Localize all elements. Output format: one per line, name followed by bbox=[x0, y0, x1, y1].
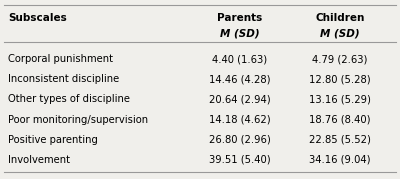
Text: Involvement: Involvement bbox=[8, 155, 70, 165]
Text: Positive parenting: Positive parenting bbox=[8, 135, 98, 145]
Text: 22.85 (5.52): 22.85 (5.52) bbox=[309, 135, 371, 145]
Text: Other types of discipline: Other types of discipline bbox=[8, 94, 130, 104]
Text: Subscales: Subscales bbox=[8, 13, 67, 23]
Text: 20.64 (2.94): 20.64 (2.94) bbox=[209, 94, 271, 104]
Text: 18.76 (8.40): 18.76 (8.40) bbox=[309, 115, 371, 125]
Text: 13.16 (5.29): 13.16 (5.29) bbox=[309, 94, 371, 104]
Text: M (SD): M (SD) bbox=[320, 28, 360, 38]
Text: 14.46 (4.28): 14.46 (4.28) bbox=[209, 74, 271, 84]
Text: Children: Children bbox=[315, 13, 365, 23]
Text: 26.80 (2.96): 26.80 (2.96) bbox=[209, 135, 271, 145]
Text: 34.16 (9.04): 34.16 (9.04) bbox=[309, 155, 371, 165]
Text: 39.51 (5.40): 39.51 (5.40) bbox=[209, 155, 271, 165]
Text: 4.79 (2.63): 4.79 (2.63) bbox=[312, 54, 368, 64]
Text: Inconsistent discipline: Inconsistent discipline bbox=[8, 74, 119, 84]
Text: Poor monitoring/supervision: Poor monitoring/supervision bbox=[8, 115, 148, 125]
Text: Corporal punishment: Corporal punishment bbox=[8, 54, 113, 64]
Text: M (SD): M (SD) bbox=[220, 28, 260, 38]
Text: 12.80 (5.28): 12.80 (5.28) bbox=[309, 74, 371, 84]
Text: 14.18 (4.62): 14.18 (4.62) bbox=[209, 115, 271, 125]
Text: 4.40 (1.63): 4.40 (1.63) bbox=[212, 54, 268, 64]
Text: Parents: Parents bbox=[217, 13, 263, 23]
